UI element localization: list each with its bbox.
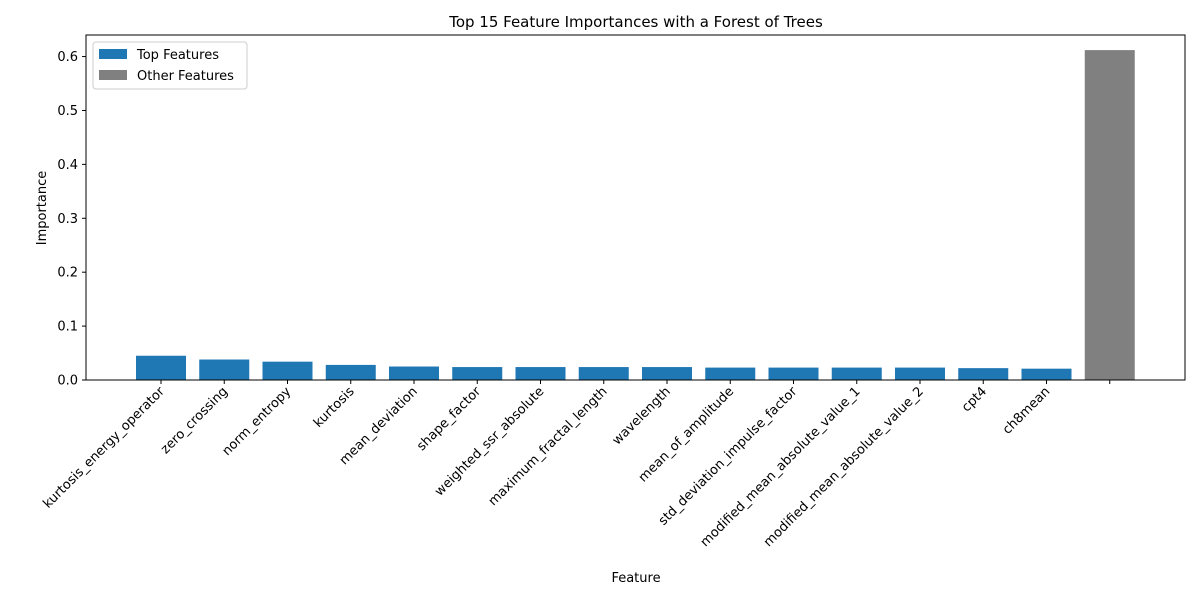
bar-modified-mean-absolute-value-1 <box>831 367 882 380</box>
legend-swatch-top-features <box>99 49 127 59</box>
y-tick-label: 0.0 <box>57 374 78 389</box>
bar-kurtosis-energy-operator <box>136 355 186 380</box>
x-tick-label: weighted_ssr_absolute <box>432 384 547 499</box>
y-axis-label: Importance <box>35 171 50 246</box>
legend: Top Features Other Features <box>92 41 248 90</box>
y-axis: 0.0 0.1 0.2 0.3 0.4 0.5 0.6 <box>57 50 86 389</box>
bar-other-features <box>1084 50 1135 380</box>
x-tick-label: ch8mean <box>1000 384 1053 437</box>
bar-mean-of-amplitude <box>705 367 756 380</box>
y-tick-label: 0.1 <box>57 320 78 335</box>
bar-maximum-fractal-length <box>578 367 629 380</box>
legend-swatch-other-features <box>99 70 127 80</box>
bar-kurtosis <box>325 364 376 380</box>
x-tick-label: wavelength <box>610 384 674 448</box>
bar-cpt4 <box>958 368 1009 380</box>
y-tick-label: 0.3 <box>57 212 78 227</box>
x-tick-label: zero_crossing <box>158 384 231 457</box>
x-tick-label: norm_entropy <box>220 384 295 459</box>
x-axis-label: Feature <box>611 571 660 586</box>
bar-modified-mean-absolute-value-2 <box>895 367 945 380</box>
bar-mean-deviation <box>389 366 439 380</box>
plot-area-frame <box>85 34 1186 381</box>
chart-title: Top 15 Feature Importances with a Forest… <box>448 13 823 31</box>
legend-label-other-features: Other Features <box>137 69 234 84</box>
bar-std-deviation-impulse-factor <box>768 367 819 380</box>
legend-box <box>92 41 248 90</box>
y-tick-label: 0.5 <box>57 104 78 119</box>
bars-group <box>136 50 1135 380</box>
bar-norm-entropy <box>262 361 313 380</box>
y-tick-label: 0.2 <box>57 266 78 281</box>
x-tick-label: kurtosis <box>311 384 358 431</box>
bar-ch8mean <box>1021 368 1072 380</box>
x-tick-label: cpt4 <box>959 384 990 415</box>
legend-label-top-features: Top Features <box>136 48 219 63</box>
bar-shape-factor <box>452 367 503 380</box>
bar-wavelength <box>642 367 692 380</box>
x-tick-label: maximum_fractal_length <box>486 384 611 509</box>
y-tick-label: 0.6 <box>57 50 78 65</box>
bar-weighted-ssr-absolute <box>515 367 566 380</box>
bar-zero-crossing <box>199 359 250 380</box>
x-axis: kurtosis_energy_operatorzero_crossingnor… <box>40 380 1111 550</box>
y-tick-label: 0.4 <box>57 158 78 173</box>
x-tick-label: shape_factor <box>414 384 484 454</box>
x-tick-label: kurtosis_energy_operator <box>40 384 168 512</box>
x-tick-label: std_deviation_impulse_factor <box>656 384 801 529</box>
